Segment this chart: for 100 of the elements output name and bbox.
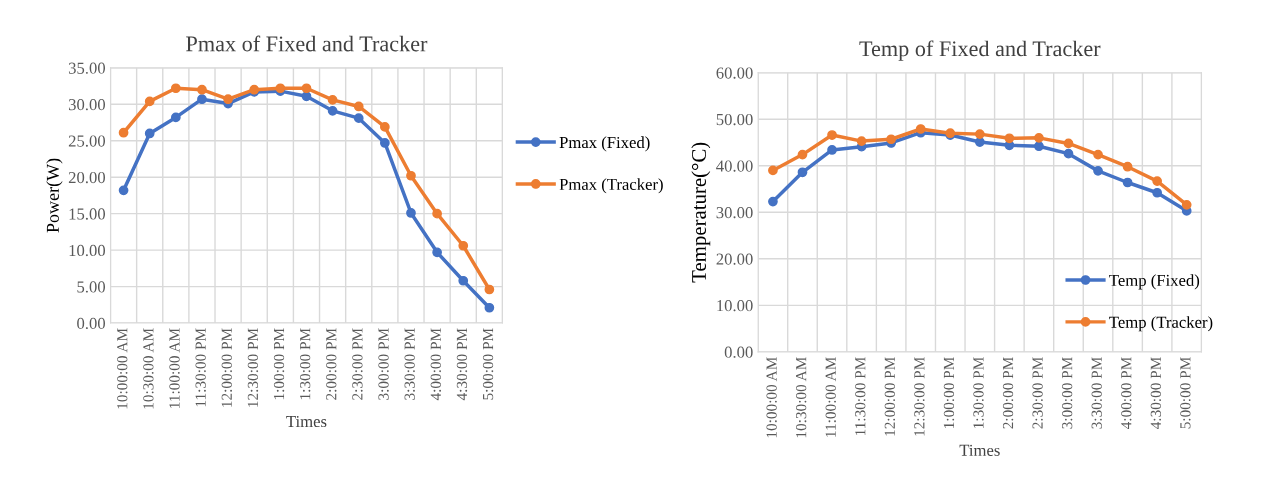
point (1063, 148, 1074, 159)
legend-label: Pmax (Tracker) (559, 178, 663, 194)
point (1004, 133, 1015, 144)
y-tick-label: 10.00 (717, 300, 753, 312)
point (1152, 187, 1163, 198)
point (458, 240, 469, 251)
point (406, 170, 416, 181)
point (327, 105, 338, 116)
point (223, 94, 233, 105)
x-tick-label: 11:30:00 PM (195, 328, 206, 407)
x-tick-label: 1:00:00 PM (273, 328, 285, 400)
point (1063, 138, 1074, 149)
point (484, 284, 495, 295)
x-tick-label: 3:30:00 PM (1091, 357, 1102, 429)
y-tick-label: 20.00 (68, 171, 106, 184)
point (768, 196, 778, 207)
point (768, 165, 778, 176)
point (379, 122, 390, 132)
point (432, 208, 442, 219)
point (432, 247, 442, 258)
x-tick-label: 3:00:00 PM (378, 328, 389, 400)
x-tick-label: 3:30:00 PM (404, 328, 415, 400)
x-tick-label: 11:00:00 AM (169, 328, 180, 408)
x-tick-label: 2:00:00 PM (1002, 357, 1014, 429)
point (1152, 176, 1163, 186)
x-tick-label: 4:00:00 PM (1121, 357, 1132, 429)
point (1034, 132, 1044, 143)
x-tick-label: 1:30:00 PM (973, 357, 984, 428)
x-tick-label: 5:00:00 PM (1180, 357, 1191, 429)
x-axis-title: Times (286, 415, 327, 428)
y-tick-label: 30.00 (68, 98, 106, 111)
point (197, 94, 207, 105)
y-tick-label: 0.00 (77, 317, 106, 330)
y-tick-label: 40.00 (716, 160, 753, 172)
chart-title: Temp of Fixed and Tracker (859, 40, 1101, 61)
point (379, 138, 390, 148)
point (197, 84, 207, 95)
x-tick-label: 10:30:00 AM (796, 357, 807, 438)
y-tick-label: 5.00 (77, 281, 106, 293)
x-tick-label: 2:00:00 PM (326, 328, 337, 400)
x-tick-label: 11:00:00 AM (825, 357, 836, 437)
point (974, 129, 985, 139)
x-tick-label: 1:00:00 PM (943, 357, 955, 428)
point (353, 113, 364, 124)
point (170, 112, 181, 123)
point (484, 302, 495, 313)
point (353, 101, 364, 112)
point (1034, 141, 1044, 152)
x-tick-label: 10:00:00 AM (766, 357, 777, 438)
point (1122, 161, 1133, 172)
point (856, 136, 867, 146)
y-axis-title: Temperature(°C) (691, 142, 711, 283)
y-tick-label: 30.00 (716, 206, 753, 219)
point (886, 134, 897, 145)
point (170, 83, 181, 94)
x-tick-label: 12:30:00 PM (247, 328, 259, 407)
x-tick-label: 12:30:00 PM (914, 357, 925, 436)
point (406, 208, 416, 218)
point (118, 127, 129, 138)
point (1122, 177, 1133, 188)
point (327, 95, 338, 105)
x-tick-label: 4:00:00 PM (430, 328, 442, 401)
y-tick-label: 60.00 (716, 67, 753, 79)
x-tick-label: 4:30:00 PM (456, 328, 468, 401)
point (797, 167, 808, 178)
y-tick-label: 25.00 (68, 135, 106, 147)
legend-label: Temp (Tracker) (1109, 316, 1213, 332)
x-tick-label: 2:30:00 PM (1032, 357, 1043, 429)
point (974, 137, 985, 147)
point (144, 128, 155, 139)
x-tick-label: 12:00:00 PM (221, 328, 232, 407)
x-tick-label: 12:00:00 PM (884, 357, 896, 436)
x-tick-label: 4:30:00 PM (1150, 357, 1162, 429)
x-tick-label: 1:30:00 PM (299, 328, 311, 400)
legend-label: Pmax (Fixed) (559, 136, 650, 152)
x-axis-title: Times (959, 444, 1000, 456)
point (1093, 166, 1103, 176)
point (827, 130, 837, 140)
x-tick-label: 3:00:00 PM (1061, 357, 1073, 429)
point (827, 145, 837, 155)
y-tick-label: 10.00 (69, 244, 106, 257)
point (915, 124, 926, 134)
x-tick-label: 10:00:00 AM (117, 328, 128, 409)
y-tick-label: 50.00 (716, 113, 753, 126)
y-tick-label: 15.00 (69, 208, 106, 220)
point (118, 185, 129, 196)
y-tick-label: 20.00 (716, 253, 753, 265)
y-tick-label: 35.00 (68, 62, 106, 74)
point (458, 275, 469, 286)
chart-title: Pmax of Fixed and Tracker (186, 35, 428, 52)
point (1181, 199, 1192, 210)
point (144, 96, 155, 107)
x-tick-label: 2:30:00 PM (352, 328, 363, 400)
y-tick-label: 0.00 (724, 346, 753, 358)
x-tick-label: 5:00:00 PM (482, 328, 494, 400)
point (1093, 149, 1103, 160)
point (797, 149, 808, 160)
x-tick-label: 10:30:00 AM (143, 328, 154, 409)
y-axis-title: Power(W) (46, 158, 63, 233)
x-tick-label: 11:30:00 PM (855, 357, 866, 436)
